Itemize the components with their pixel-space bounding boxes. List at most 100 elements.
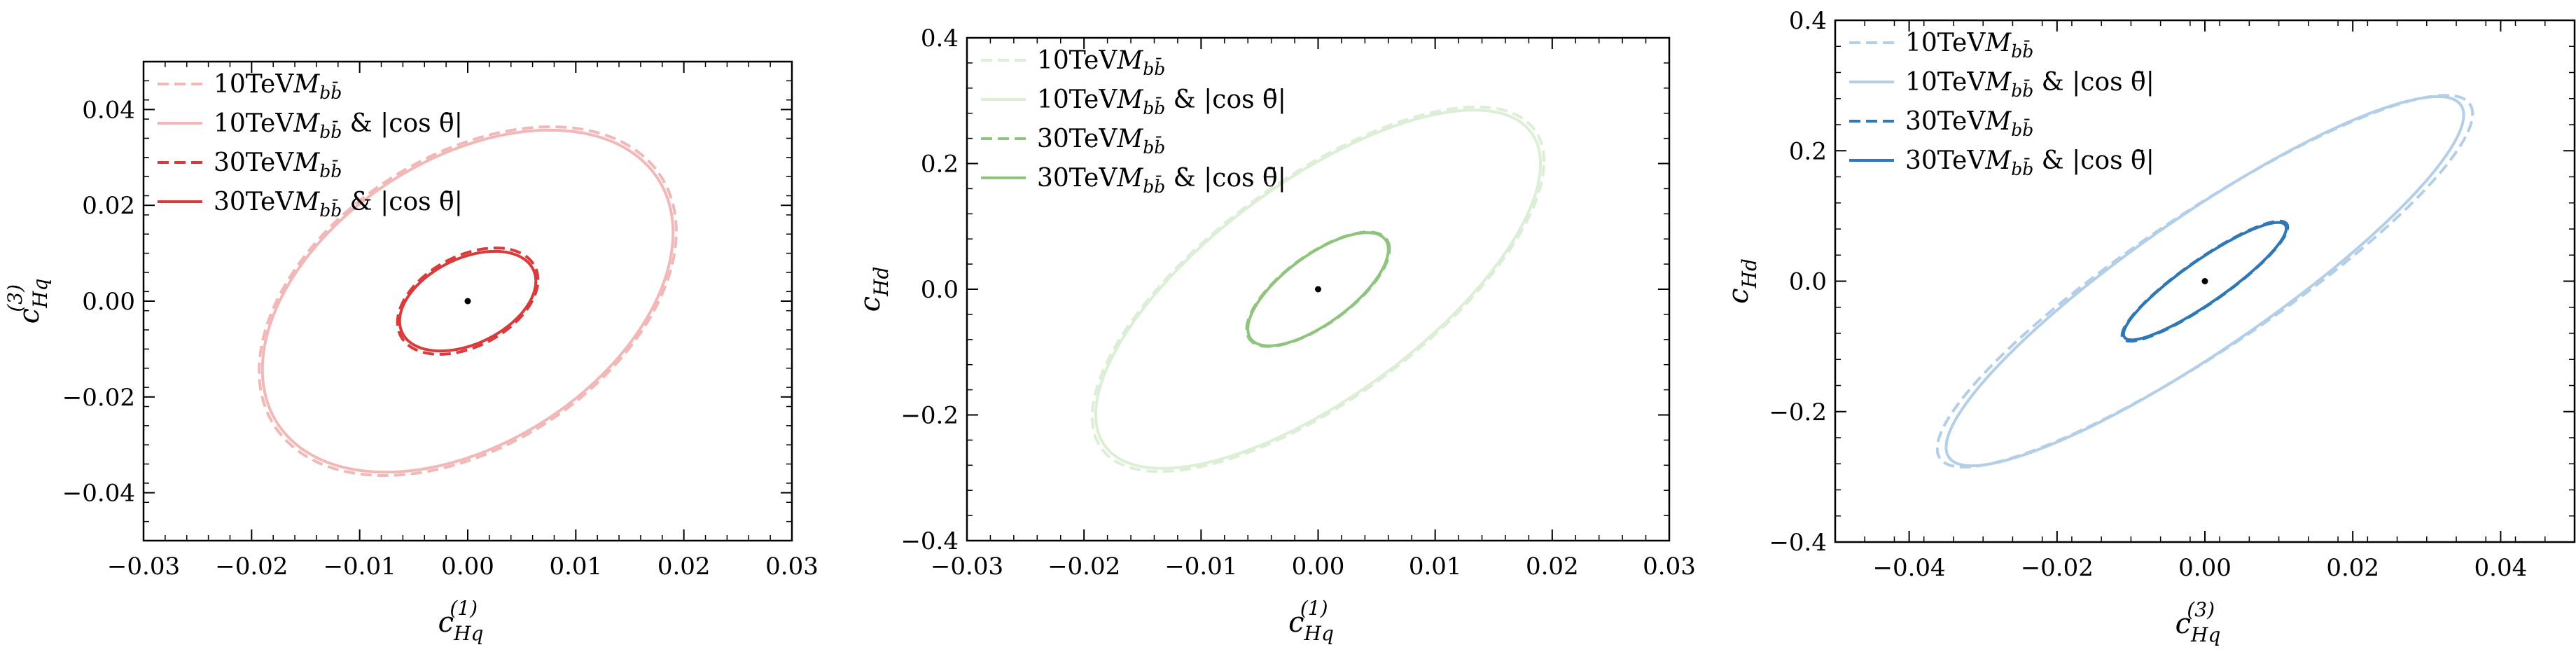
- legend-label-2: 10TeVMbb̄ & |cos θ̄|: [1037, 85, 1286, 118]
- contours: [1090, 105, 1546, 473]
- y-tick-label: 0.4: [921, 25, 959, 53]
- legend-energy: 10TeV: [1037, 85, 1118, 114]
- legend-label-2: 10TeVMbb̄ & |cos θ̄|: [214, 109, 463, 142]
- x-tick-label: −0.03: [931, 553, 1003, 581]
- y-tick-label: 0.2: [921, 151, 959, 179]
- legend-mass-subscript: bb̄: [2011, 120, 2033, 140]
- legend-label-1: 10TeVMbb̄: [214, 70, 342, 103]
- legend-mass-symbol: M: [1116, 164, 1143, 193]
- x-axis-label-subscript: Hq: [2190, 623, 2220, 646]
- legend-energy: 10TeV: [1905, 29, 1986, 57]
- legend-label-3: 30TeVMbb̄: [1905, 107, 2033, 140]
- x-tick-label: 0.00: [2178, 554, 2232, 582]
- legend-energy: 30TeV: [1037, 164, 1118, 193]
- y-tick-label: 0.00: [82, 288, 135, 316]
- y-tick-label: −0.2: [1769, 398, 1827, 426]
- y-tick-label: 0.0: [1789, 268, 1827, 296]
- x-tick-label: 0.03: [765, 553, 819, 581]
- legend-mass-subscript: bb̄: [1143, 98, 1165, 118]
- contours: [1935, 94, 2474, 469]
- legend-mass-symbol: M: [293, 70, 320, 99]
- x-axis-label-superscript: (1): [1300, 597, 1328, 620]
- legend-mass-symbol: M: [1984, 146, 2012, 175]
- y-axis-label-superscript: (3): [4, 284, 27, 312]
- legend-angular-suffix: & |cos θ̄|: [342, 188, 463, 216]
- y-axis-label: cHq(3): [4, 279, 52, 324]
- x-axis-label-main: c: [438, 606, 454, 639]
- legend-energy: 10TeV: [1905, 68, 1986, 97]
- y-tick-label: −0.02: [62, 384, 135, 412]
- legend-mass-symbol: M: [1116, 85, 1143, 114]
- best-fit-point: [464, 298, 471, 305]
- legend-mass-symbol: M: [293, 109, 320, 138]
- x-tick-label: 0.02: [1526, 553, 1579, 581]
- y-tick-label: −0.2: [900, 402, 959, 430]
- legend-energy: 30TeV: [214, 148, 294, 177]
- y-axis-label-subscript: Hd: [1738, 258, 1761, 289]
- series-contour-4: [1246, 231, 1390, 347]
- y-tick-label: −0.4: [900, 527, 959, 555]
- x-tick-label: 0.02: [657, 553, 711, 581]
- contours: [258, 125, 678, 477]
- y-tick-label: −0.04: [62, 480, 135, 508]
- legend-energy: 10TeV: [214, 109, 294, 138]
- x-tick-label: −0.02: [215, 553, 288, 581]
- x-tick-label: −0.01: [1164, 553, 1237, 581]
- y-tick-label: −0.4: [1769, 529, 1827, 557]
- legend-label-1: 10TeVMbb̄: [1037, 46, 1165, 79]
- x-axis-label-main: c: [1288, 606, 1304, 639]
- panel-1: −0.03 −0.02 −0.01 0.00 0.01 0.02 0.03 −0.04 −0.0…: [4, 60, 819, 645]
- panel-2: −0.03 −0.02 −0.01 0.00 0.01 0.02 0.03 −0.4 −0.2 0…: [854, 25, 1696, 645]
- x-tick-label: −0.04: [1872, 554, 1945, 582]
- y-axis-label: cHd: [1722, 258, 1761, 304]
- plot-frame: [142, 60, 793, 542]
- legend-energy: 30TeV: [214, 188, 294, 216]
- legend-mass-subscript: bb̄: [2011, 159, 2033, 179]
- x-axis-label: cHq(1): [1288, 597, 1334, 645]
- y-tick-label: 0.4: [1789, 7, 1827, 35]
- legend-label-3: 30TeVMbb̄: [1037, 125, 1165, 158]
- legend-energy: 30TeV: [1905, 146, 1986, 175]
- legend-label-3: 30TeVMbb̄: [214, 148, 342, 181]
- legend-angular-suffix: & |cos θ̄|: [2033, 146, 2154, 175]
- legend-mass-subscript: bb̄: [319, 161, 342, 181]
- legend-angular-suffix: & |cos θ̄|: [342, 109, 463, 138]
- series-contour-1: [258, 125, 678, 477]
- legend-mass-subscript: bb̄: [1143, 59, 1165, 79]
- x-tick-label: 0.01: [1409, 553, 1462, 581]
- series-contour-2: [1094, 109, 1543, 470]
- y-axis-label: cHd: [854, 267, 893, 312]
- x-axis-label-subscript: Hq: [1304, 622, 1334, 645]
- legend-energy: 30TeV: [1037, 125, 1118, 153]
- x-axis-label-superscript: (1): [450, 597, 478, 620]
- series-contour-2: [1944, 95, 2465, 468]
- legend-mass-subscript: bb̄: [2011, 41, 2033, 62]
- x-axis-label-main: c: [2175, 608, 2191, 640]
- y-axis-label-main: c: [854, 296, 886, 312]
- x-tick-label: −0.03: [107, 553, 180, 581]
- x-tick-label: −0.02: [2021, 554, 2094, 582]
- y-tick-label: 0.02: [82, 192, 135, 220]
- legend-mass-symbol: M: [293, 148, 320, 177]
- x-tick-label: 0.04: [2474, 554, 2528, 582]
- x-tick-label: 0.01: [549, 553, 602, 581]
- legend-mass-symbol: M: [1116, 125, 1143, 153]
- legend-label-2: 10TeVMbb̄ & |cos θ̄|: [1905, 68, 2154, 101]
- x-tick-label: 0.00: [441, 553, 494, 581]
- y-axis-label-main: c: [1722, 288, 1755, 303]
- best-fit-point: [1315, 286, 1321, 293]
- plot-frame: [966, 36, 1671, 542]
- legend-label-1: 10TeVMbb̄: [1905, 29, 2033, 62]
- legend-mass-subscript: bb̄: [1143, 137, 1165, 158]
- x-axis-label-subscript: Hq: [453, 622, 483, 645]
- y-axis-label-subscript: Hd: [870, 267, 893, 297]
- legend-mass-symbol: M: [1984, 29, 2012, 57]
- legend-angular-suffix: & |cos θ̄|: [1165, 85, 1286, 114]
- y-axis-label-main: c: [13, 308, 46, 324]
- legend-mass-symbol: M: [1984, 107, 2012, 136]
- legend-label-4: 30TeVMbb̄ & |cos θ̄|: [1037, 164, 1286, 197]
- series-contour-1: [1090, 105, 1546, 473]
- y-axis-label-subscript: Hq: [29, 279, 52, 309]
- x-tick-label: 0.03: [1643, 553, 1696, 581]
